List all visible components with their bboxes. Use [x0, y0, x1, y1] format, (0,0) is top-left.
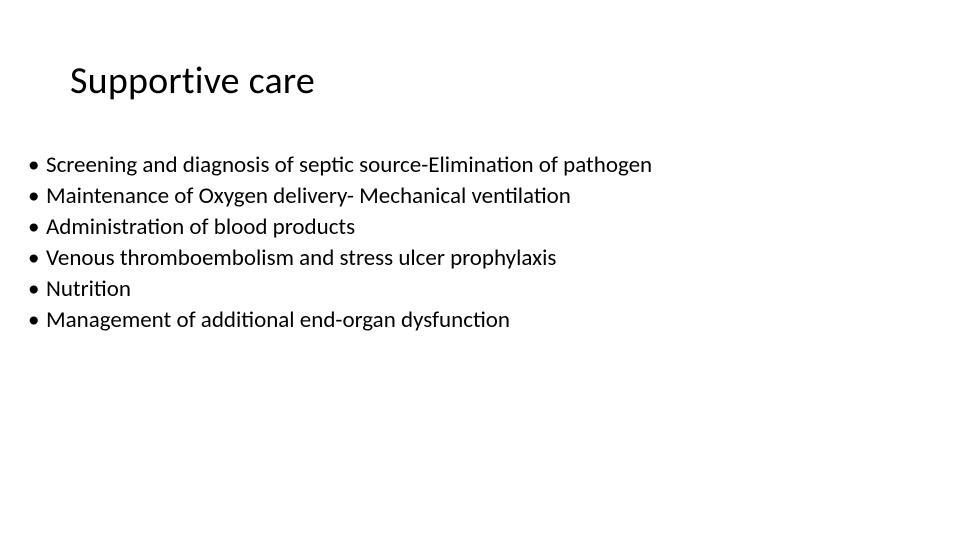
- bullet-item: Management of additional end-organ dysfu…: [28, 305, 920, 336]
- bullet-item: Venous thromboembolism and stress ulcer …: [28, 243, 920, 274]
- slide-container: Supportive care Screening and diagnosis …: [0, 0, 960, 540]
- bullet-item: Administration of blood products: [28, 212, 920, 243]
- bullet-list: Screening and diagnosis of septic source…: [28, 150, 920, 336]
- bullet-item: Maintenance of Oxygen delivery- Mechanic…: [28, 181, 920, 212]
- slide-title: Supportive care: [70, 58, 315, 104]
- slide-body: Screening and diagnosis of septic source…: [28, 150, 920, 336]
- bullet-item: Screening and diagnosis of septic source…: [28, 150, 920, 181]
- bullet-item: Nutrition: [28, 274, 920, 305]
